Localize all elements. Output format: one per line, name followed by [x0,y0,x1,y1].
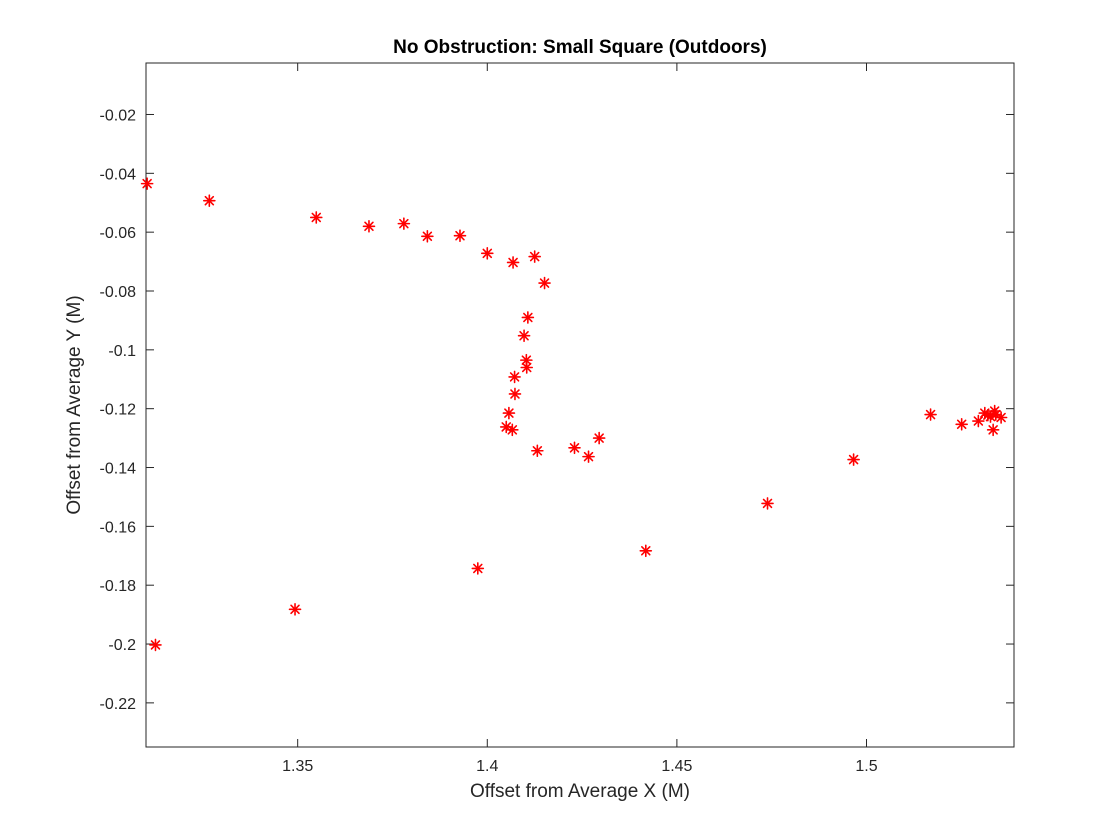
data-point [639,544,653,558]
y-tick-label: -0.1 [108,343,136,360]
data-point [538,276,551,290]
data-point [203,194,216,207]
x-tick-label: 1.45 [661,758,692,775]
data-point [531,444,544,458]
data-point [480,247,494,260]
data-point [309,211,323,224]
data-point [989,408,1003,421]
x-axis-label: Offset from Average X (M) [470,781,690,802]
data-point [421,229,434,243]
y-tick-label: -0.14 [100,461,137,478]
data-point [972,414,985,428]
data-point [582,450,595,463]
y-axis-label: Offset from Average Y (M) [64,295,85,514]
data-point [149,638,162,652]
data-point [397,217,411,230]
x-tick-label: 1.35 [282,758,313,775]
x-tick-label: 1.5 [855,758,877,775]
data-point [528,250,541,263]
data-point [517,329,531,343]
x-axis: 1.35 1.4 1.45 1.5 [282,63,878,775]
data-point [288,603,302,616]
x-tick-label: 1.4 [476,758,498,775]
chart-title: No Obstruction: Small Square (Outdoors) [393,37,767,58]
data-point [506,423,519,437]
data-point [453,229,467,242]
y-tick-label: -0.2 [108,637,136,654]
data-point [986,423,1000,437]
data-point [362,219,376,233]
y-axis: -0.02 -0.04 -0.06 -0.08 -0.1 -0.12 -0.14 -0.16 -… [100,107,1014,713]
y-tick-label: -0.08 [100,284,137,301]
data-point [521,311,535,324]
data-points [140,177,1008,652]
data-point [140,177,154,190]
plot-area [145,62,1015,748]
y-tick-label: -0.16 [100,519,137,536]
data-point [592,431,606,445]
y-tick-label: -0.02 [100,107,137,124]
y-tick-label: -0.18 [100,578,137,595]
y-tick-label: -0.12 [100,402,137,419]
data-point [761,497,774,510]
data-point [955,417,968,431]
data-point [502,406,516,420]
data-point [508,387,522,401]
y-tick-label: -0.06 [100,225,137,242]
data-point [471,562,485,575]
data-point [520,361,534,374]
data-point [568,441,581,455]
y-tick-label: -0.04 [100,166,137,183]
data-point [508,370,521,384]
data-point [847,453,860,466]
y-tick-label: -0.22 [100,696,137,713]
data-point [924,408,937,421]
data-point [506,256,520,269]
